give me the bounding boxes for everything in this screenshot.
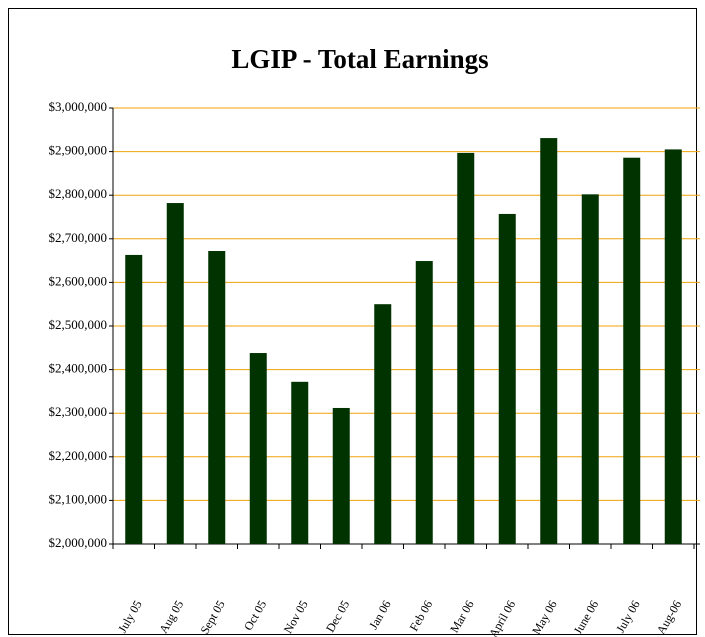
bar bbox=[457, 152, 475, 544]
y-tick-label: $2,100,000 bbox=[49, 491, 108, 506]
y-tick-label: $2,600,000 bbox=[49, 273, 108, 288]
x-tick-label: Dec 05 bbox=[323, 598, 352, 635]
y-tick-label: $2,800,000 bbox=[49, 186, 108, 201]
y-tick-label: $2,500,000 bbox=[49, 317, 108, 332]
y-tick-label: $3,000,000 bbox=[49, 99, 108, 114]
x-tick-label: Feb 06 bbox=[407, 598, 436, 634]
x-tick-label: Sept 05 bbox=[197, 598, 227, 636]
y-tick-label: $2,300,000 bbox=[49, 404, 108, 419]
bar bbox=[249, 353, 267, 544]
x-tick-label: April 06 bbox=[486, 598, 518, 637]
chart-title: LGIP - Total Earnings bbox=[231, 44, 488, 74]
x-tick-label: Oct 05 bbox=[241, 598, 269, 633]
bar bbox=[581, 194, 599, 544]
chart-border bbox=[8, 8, 697, 635]
bar bbox=[498, 213, 516, 544]
x-tick-label: May 06 bbox=[529, 598, 560, 637]
x-tick-label: Aug-06 bbox=[654, 598, 684, 637]
y-tick-label: $2,900,000 bbox=[49, 143, 108, 158]
bar bbox=[208, 251, 226, 544]
y-tick-label: $2,400,000 bbox=[49, 361, 108, 376]
x-tick-label: July 06 bbox=[613, 598, 643, 635]
bar bbox=[664, 149, 682, 545]
bar bbox=[125, 254, 143, 544]
bar bbox=[332, 407, 350, 544]
x-tick-label: Jan 06 bbox=[366, 598, 394, 632]
x-tick-label: June 06 bbox=[571, 598, 602, 637]
bar bbox=[291, 381, 309, 544]
x-tick-label: Nov 05 bbox=[281, 598, 311, 636]
bar bbox=[166, 203, 184, 544]
x-tick-label: Mar 06 bbox=[447, 598, 477, 635]
x-tick-label: Aug 05 bbox=[156, 598, 186, 636]
y-tick-label: $2,700,000 bbox=[49, 230, 108, 245]
x-tick-label: July 05 bbox=[115, 598, 145, 635]
bar bbox=[415, 261, 433, 544]
y-tick-label: $2,200,000 bbox=[49, 448, 108, 463]
y-tick-label: $2,000,000 bbox=[49, 535, 108, 550]
bar bbox=[540, 138, 558, 545]
bar bbox=[374, 304, 392, 544]
bar bbox=[623, 157, 641, 545]
